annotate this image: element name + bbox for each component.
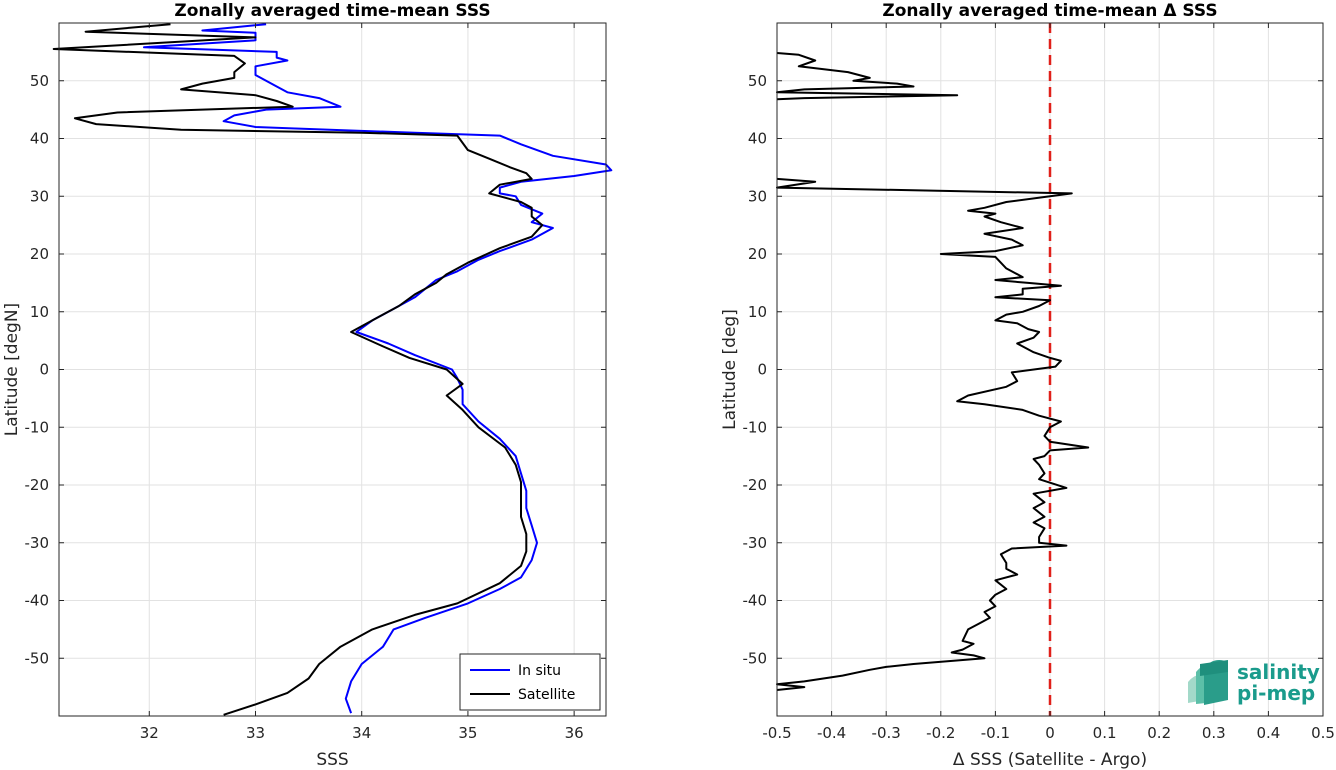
series-line-satellite — [52, 23, 544, 716]
x-tick-label: -0.3 — [872, 724, 901, 742]
y-tick-label: 10 — [30, 303, 49, 321]
x-axis-label: SSS — [316, 750, 348, 770]
x-tick-label: 0.4 — [1256, 724, 1280, 742]
y-axis-label: Latitude [degN] — [2, 303, 22, 436]
y-tick-label: 30 — [748, 187, 767, 205]
legend-box — [459, 653, 601, 711]
legend-label-in-situ: In situ — [518, 663, 561, 679]
x-tick-label: 0.1 — [1093, 724, 1117, 742]
y-tick-label: -10 — [25, 418, 50, 436]
logo-text-line2: pi-mep — [1237, 681, 1315, 705]
y-tick-label: -10 — [743, 418, 768, 436]
x-tick-label: -0.4 — [817, 724, 846, 742]
tick-labels: 32 33 34 35 36 50 40 30 20 10 0 -10 -20 -30 -40 -50 — [25, 23, 606, 742]
y-tick-label: 40 — [30, 130, 49, 148]
chart-title: Zonally averaged time-mean SSS — [174, 1, 490, 21]
right-panel: -0.5 -0.4 -0.3 -0.2 -0.1 0 0.1 0.2 0.3 0.4 0.5 50 40… — [720, 1, 1335, 770]
logo-icon — [1188, 660, 1228, 705]
x-tick-label: 0.3 — [1202, 724, 1226, 742]
grid — [59, 23, 606, 716]
legend: In situ Satellite — [459, 653, 601, 711]
x-tick-label: 0 — [1045, 724, 1055, 742]
y-tick-label: 20 — [30, 245, 49, 263]
y-tick-label: 0 — [757, 361, 767, 379]
y-tick-label: -30 — [743, 534, 768, 552]
y-axis-label: Latitude [deg] — [720, 309, 740, 430]
x-tick-label: 0.5 — [1311, 724, 1335, 742]
y-tick-label: 20 — [748, 245, 767, 263]
x-tick-label: -0.1 — [981, 724, 1010, 742]
y-tick-label: -20 — [25, 476, 50, 494]
series-line-delta-sss-1 — [776, 177, 1090, 691]
series-line-delta-sss-0 — [776, 52, 959, 101]
x-tick-label: 0.2 — [1147, 724, 1171, 742]
x-tick-label: 32 — [140, 724, 159, 742]
x-tick-label: 34 — [352, 724, 371, 742]
salinity-pi-mep-logo: salinity pi-mep — [1188, 660, 1320, 705]
x-tick-label: -0.2 — [926, 724, 955, 742]
y-tick-label: 30 — [30, 187, 49, 205]
y-tick-label: -50 — [25, 649, 50, 667]
x-axis-label: Δ SSS (Satellite - Argo) — [953, 750, 1147, 770]
y-tick-label: -50 — [743, 649, 768, 667]
y-tick-label: -40 — [25, 592, 50, 610]
y-tick-label: -20 — [743, 476, 768, 494]
x-tick-label: 33 — [246, 724, 265, 742]
x-tick-label: 36 — [565, 724, 584, 742]
y-tick-label: 50 — [748, 72, 767, 90]
series-line-in-situ — [143, 23, 613, 714]
y-tick-label: 10 — [748, 303, 767, 321]
x-tick-label: 35 — [458, 724, 477, 742]
logo-text-line1: salinity — [1237, 660, 1320, 684]
y-tick-label: 0 — [39, 361, 49, 379]
chart-title: Zonally averaged time-mean Δ SSS — [882, 1, 1217, 21]
y-tick-label: 40 — [748, 130, 767, 148]
legend-label-satellite: Satellite — [518, 687, 575, 703]
y-tick-label: 50 — [30, 72, 49, 90]
x-tick-label: -0.5 — [762, 724, 791, 742]
left-panel: 32 33 34 35 36 50 40 30 20 10 0 -10 -20 -30 -40 -50 Zona… — [2, 1, 613, 770]
y-tick-label: -30 — [25, 534, 50, 552]
y-tick-label: -40 — [743, 592, 768, 610]
tick-labels: -0.5 -0.4 -0.3 -0.2 -0.1 0 0.1 0.2 0.3 0.4 0.5 50 40… — [743, 23, 1335, 742]
